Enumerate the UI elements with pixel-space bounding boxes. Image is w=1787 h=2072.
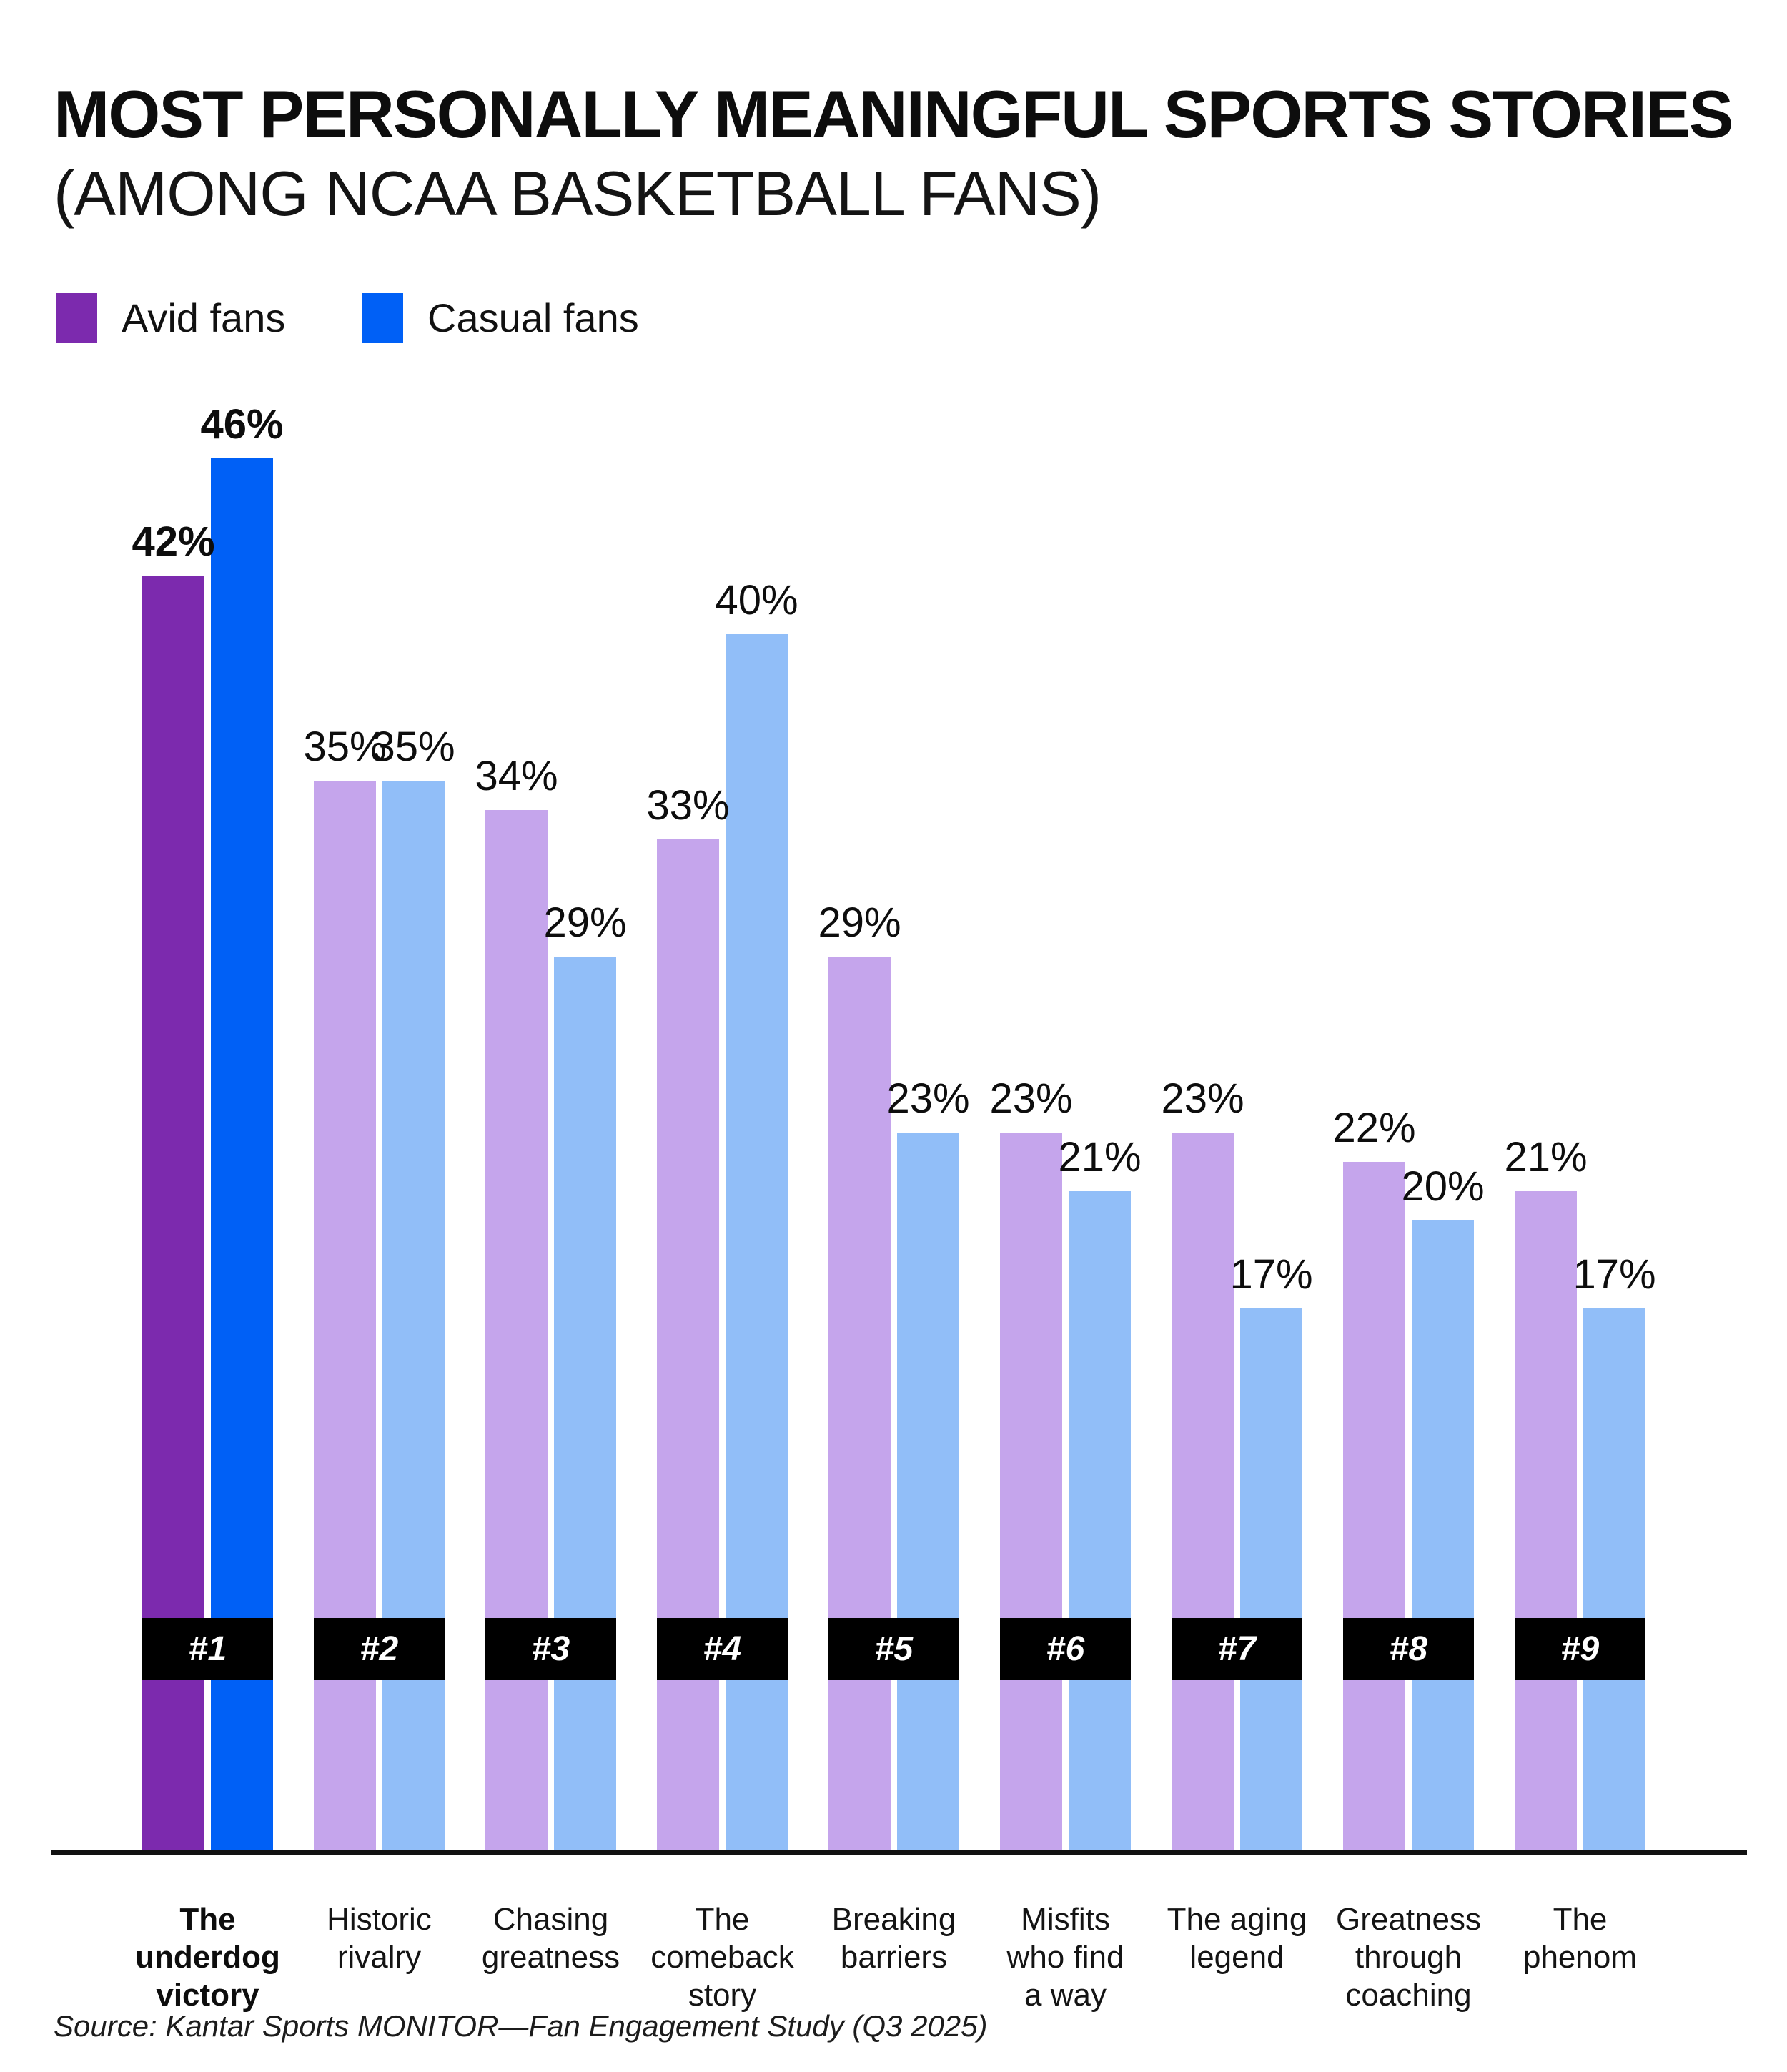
- value-label-casual: 20%: [1401, 1163, 1485, 1210]
- rank-badge: #5: [828, 1618, 959, 1680]
- value-label-avid: 22%: [1332, 1105, 1416, 1151]
- bar-casual: [1412, 1220, 1474, 1852]
- value-label-avid: 29%: [818, 899, 901, 946]
- legend-label-casual: Casual fans: [427, 295, 639, 340]
- rank-badge: #3: [485, 1618, 616, 1680]
- casual-fans-swatch: [362, 293, 403, 343]
- value-label-casual: 35%: [372, 724, 455, 770]
- value-label-casual: 40%: [715, 577, 798, 623]
- page-subtitle: (AMONG NCAA BASKETBALL FANS): [54, 158, 1102, 229]
- source-note: Source: Kantar Sports MONITOR—Fan Engage…: [54, 2009, 988, 2043]
- bar-avid: [1515, 1191, 1577, 1852]
- bar-casual: [554, 957, 616, 1852]
- bar-avid: [828, 957, 891, 1852]
- category-label: Chasing greatness: [481, 1902, 620, 1975]
- value-label-casual: 46%: [200, 401, 284, 448]
- category-label: The comeback story: [650, 1902, 794, 2013]
- rank-badge: #1: [142, 1618, 273, 1680]
- bar-casual: [897, 1133, 959, 1852]
- category-label: The phenom: [1523, 1902, 1637, 1975]
- rank-badge: #4: [657, 1618, 788, 1680]
- rank-badge: #6: [1000, 1618, 1131, 1680]
- category-label: Historic rivalry: [327, 1902, 432, 1975]
- x-axis-line: [51, 1850, 1747, 1855]
- value-label-casual: 21%: [1058, 1134, 1142, 1180]
- category-label: The aging legend: [1167, 1902, 1307, 1975]
- bar-avid: [314, 781, 376, 1852]
- page-title: MOST PERSONALLY MEANINGFUL SPORTS STORIE…: [54, 77, 1733, 152]
- bar-casual: [1240, 1308, 1302, 1852]
- value-label-casual: 17%: [1229, 1251, 1313, 1298]
- rank-badge: #9: [1515, 1618, 1645, 1680]
- category-label: Greatness through coaching: [1336, 1902, 1481, 2013]
- value-label-casual: 23%: [886, 1075, 970, 1122]
- value-label-casual: 17%: [1573, 1251, 1656, 1298]
- bar-avid: [657, 839, 719, 1852]
- rank-badge: #2: [314, 1618, 445, 1680]
- value-label-avid: 33%: [646, 782, 730, 829]
- bar-casual: [1069, 1191, 1131, 1852]
- category-label: Misfits who find a way: [1006, 1902, 1124, 2013]
- value-label-avid: 35%: [303, 724, 387, 770]
- rank-badge: #8: [1343, 1618, 1474, 1680]
- bar-avid: [1000, 1133, 1062, 1852]
- bar-avid: [1172, 1133, 1234, 1852]
- rank-badge: #7: [1172, 1618, 1302, 1680]
- bar-casual: [1583, 1308, 1645, 1852]
- value-label-avid: 23%: [1161, 1075, 1244, 1122]
- bar-avid: [1343, 1162, 1405, 1852]
- value-label-avid: 34%: [475, 753, 558, 799]
- legend-label-avid: Avid fans: [122, 295, 286, 340]
- avid-fans-swatch: [56, 293, 97, 343]
- value-label-avid: 42%: [132, 518, 215, 565]
- value-label-casual: 29%: [543, 899, 627, 946]
- category-label: Breaking barriers: [831, 1902, 956, 1975]
- value-label-avid: 21%: [1504, 1134, 1588, 1180]
- category-label: The underdog victory: [135, 1902, 280, 2013]
- value-label-avid: 23%: [989, 1075, 1073, 1122]
- bar-avid: [485, 810, 548, 1852]
- bar-casual: [382, 781, 445, 1852]
